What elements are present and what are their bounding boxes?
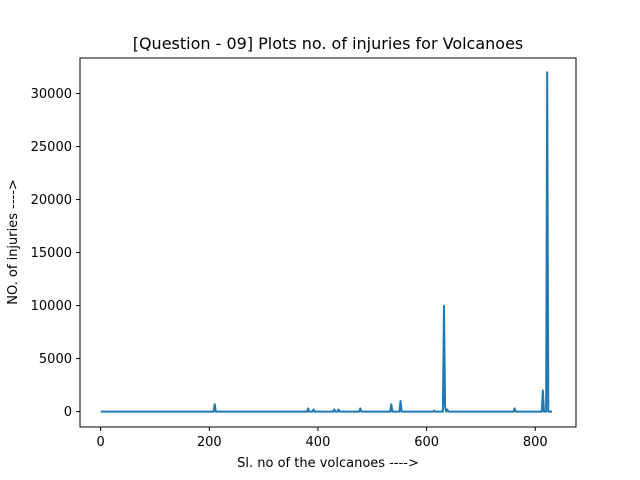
x-tick-label: 400 bbox=[306, 435, 331, 450]
axes-frame bbox=[79, 57, 577, 428]
y-tick-label: 15000 bbox=[31, 246, 72, 261]
x-tick-label: 800 bbox=[523, 435, 548, 450]
chart-title: [Question - 09] Plots no. of injuries fo… bbox=[133, 34, 524, 53]
y-axis: 0 5000 10000 15000 20000 25000 30000 bbox=[31, 87, 80, 420]
y-tick-label: 20000 bbox=[31, 193, 72, 208]
y-tick-label: 0 bbox=[64, 405, 72, 420]
y-tick-label: 25000 bbox=[31, 140, 72, 155]
x-tick-label: 600 bbox=[414, 435, 439, 450]
plot-area bbox=[100, 71, 553, 413]
x-axis-label: Sl. no of the volcanoes ----> bbox=[237, 456, 419, 471]
y-tick-label: 30000 bbox=[31, 87, 72, 102]
y-axis-label: NO. of injuries ----> bbox=[6, 179, 21, 305]
y-tick-label: 5000 bbox=[39, 352, 72, 367]
x-axis: 0 200 400 600 800 bbox=[97, 427, 548, 450]
y-tick-label: 10000 bbox=[31, 299, 72, 314]
x-tick-label: 200 bbox=[197, 435, 222, 450]
series-line-0 bbox=[100, 71, 553, 413]
x-tick-label: 0 bbox=[97, 435, 105, 450]
